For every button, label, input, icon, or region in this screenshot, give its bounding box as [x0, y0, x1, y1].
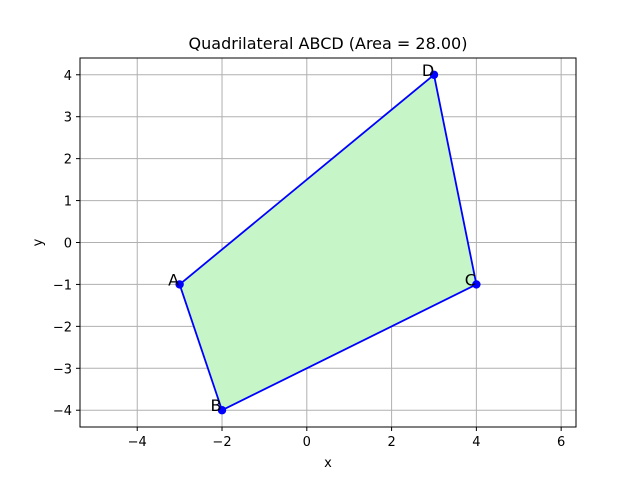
chart-title: Quadrilateral ABCD (Area = 28.00) [189, 34, 468, 53]
vertex-point-b [217, 406, 227, 415]
vertex-point-a [175, 280, 184, 289]
x-tick-label: 4 [472, 435, 480, 450]
x-tick-label: 0 [303, 435, 311, 450]
y-tick-label: 1 [64, 195, 72, 210]
y-tick-label: −1 [53, 278, 72, 293]
x-axis-label: x [324, 456, 332, 471]
quadrilateral-fill [179, 74, 477, 411]
vertex-label-a: A [168, 270, 179, 289]
y-tick-label: 4 [64, 69, 72, 84]
x-tick-label: −2 [212, 435, 231, 450]
vertex-label-b: B [211, 396, 222, 415]
y-tick-label: −2 [53, 320, 72, 335]
vertex-label-c: C [465, 270, 476, 289]
plot-area: A B C D [168, 61, 481, 415]
x-tick-label: −4 [128, 435, 147, 450]
vertex-point-c [472, 280, 481, 289]
ticks: −4 −2 0 2 4 6 −4 −3 −2 −1 0 1 2 3 4 [53, 69, 565, 450]
x-tick-label: 6 [557, 435, 565, 450]
y-tick-label: 2 [64, 153, 72, 168]
y-tick-label: −3 [53, 362, 72, 377]
vertex-point-d [429, 70, 439, 79]
y-tick-label: 0 [64, 237, 72, 252]
x-tick-label: 2 [387, 435, 395, 450]
vertex-label-d: D [422, 61, 434, 80]
y-tick-label: 3 [64, 111, 72, 126]
y-tick-label: −4 [53, 404, 72, 419]
y-axis-label: y [31, 238, 46, 246]
